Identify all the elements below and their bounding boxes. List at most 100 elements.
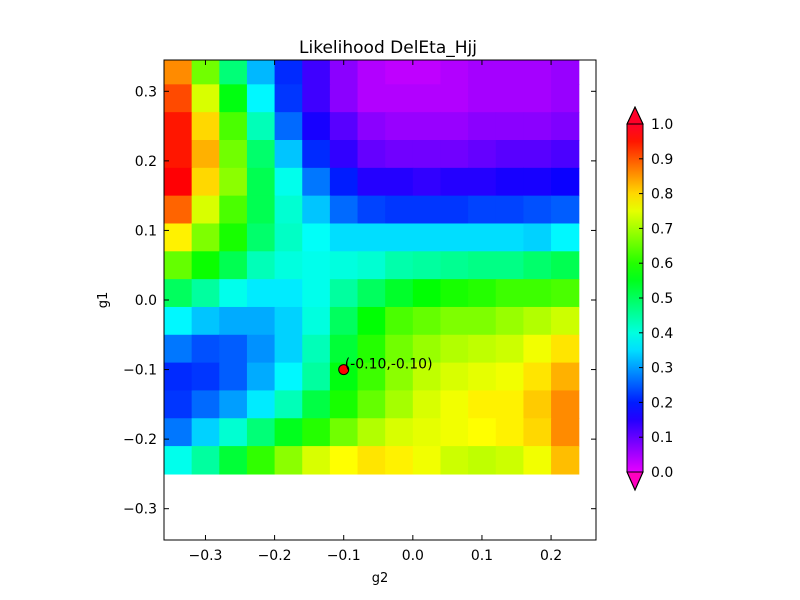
heatmap-cell xyxy=(495,279,525,308)
heatmap-cell xyxy=(551,418,580,447)
heatmap-cell xyxy=(274,112,303,141)
colorbar-tick-label: 0.6 xyxy=(651,256,673,272)
colorbar-tick-label: 0.4 xyxy=(651,326,673,342)
heatmap-cell xyxy=(523,112,552,141)
heatmap-cell xyxy=(385,251,414,280)
heatmap-cell xyxy=(468,84,497,113)
heatmap-cell xyxy=(385,223,414,252)
heatmap-cell xyxy=(412,140,442,169)
heatmap-cell xyxy=(495,306,525,336)
heatmap-cell xyxy=(219,306,248,336)
heatmap-cell xyxy=(164,167,193,197)
heatmap-cell xyxy=(357,251,386,280)
heatmap-cell xyxy=(246,279,276,308)
heatmap-cell xyxy=(246,390,276,419)
heatmap-cell xyxy=(329,195,359,225)
heatmap-cell xyxy=(468,112,497,141)
heatmap-cell xyxy=(274,362,303,392)
colorbar-ticks: 0.0 0.1 0.2 0.3 0.4 0.5 0.6 0.7 0.8 0.9 1.0 xyxy=(639,117,673,481)
heatmap-cell xyxy=(164,279,193,308)
heatmap-cell xyxy=(440,334,469,364)
heatmap-cells xyxy=(164,60,580,475)
heatmap-cell xyxy=(246,306,276,336)
heatmap-cell xyxy=(219,334,248,364)
heatmap-cell xyxy=(440,306,469,336)
heatmap-cell xyxy=(495,446,525,475)
heatmap-cell xyxy=(551,362,580,392)
heatmap-cell xyxy=(385,195,414,225)
heatmap-cell xyxy=(219,84,248,113)
heatmap-cell xyxy=(551,334,580,364)
colorbar-tick-label: 1.0 xyxy=(651,117,673,133)
heatmap-cell xyxy=(191,362,220,392)
best-fit-marker: (-0.10,-0.10) xyxy=(338,357,433,376)
heatmap-cell xyxy=(302,334,331,364)
heatmap-cell xyxy=(440,223,469,252)
heatmap-cell xyxy=(551,223,580,252)
heatmap-cell xyxy=(246,84,276,113)
heatmap-cell xyxy=(440,195,469,225)
heatmap-cell xyxy=(274,140,303,169)
heatmap-cell xyxy=(246,112,276,141)
heatmap-cell xyxy=(495,167,525,197)
x-tick-label: −0.1 xyxy=(327,548,361,564)
heatmap-cell xyxy=(246,140,276,169)
heatmap-cell xyxy=(357,418,386,447)
heatmap-cell xyxy=(219,390,248,419)
heatmap-cell xyxy=(385,418,414,447)
heatmap-cell xyxy=(495,362,525,392)
heatmap-cell xyxy=(523,334,552,364)
heatmap-cell xyxy=(191,390,220,419)
heatmap-cell xyxy=(329,390,359,419)
chart-title: Likelihood DelEta_Hjj xyxy=(299,38,477,58)
heatmap-cell xyxy=(551,84,580,113)
heatmap-cell xyxy=(412,446,442,475)
heatmap-cell xyxy=(495,195,525,225)
heatmap-cell xyxy=(302,140,331,169)
heatmap-cell xyxy=(495,390,525,419)
heatmap-cell xyxy=(302,60,331,85)
heatmap-cell xyxy=(551,140,580,169)
x-tick-label: −0.2 xyxy=(258,548,292,564)
heatmap-cell xyxy=(219,418,248,447)
heatmap-cell xyxy=(274,223,303,252)
heatmap-cell xyxy=(468,306,497,336)
heatmap-cell xyxy=(329,306,359,336)
heatmap-cell xyxy=(274,251,303,280)
heatmap-cell xyxy=(246,251,276,280)
heatmap-cell xyxy=(219,446,248,475)
heatmap-cell xyxy=(302,223,331,252)
heatmap-cell xyxy=(191,223,220,252)
colorbar-tick-label: 0.9 xyxy=(651,152,673,168)
heatmap-cell xyxy=(523,140,552,169)
heatmap-cell xyxy=(412,362,442,392)
heatmap-cell xyxy=(412,84,442,113)
heatmap-cell xyxy=(385,306,414,336)
colorbar-tick-label: 0.0 xyxy=(651,465,673,481)
heatmap-cell xyxy=(495,60,525,85)
heatmap-cell xyxy=(219,251,248,280)
heatmap-cell xyxy=(357,112,386,141)
heatmap-cell xyxy=(495,334,525,364)
heatmap-cell xyxy=(357,446,386,475)
colorbar-tick-label: 0.8 xyxy=(651,187,673,203)
colorbar: 0.0 0.1 0.2 0.3 0.4 0.5 0.6 0.7 0.8 0.9 1.0 xyxy=(626,105,673,492)
heatmap-cell xyxy=(468,279,497,308)
heatmap-cell xyxy=(412,112,442,141)
heatmap-cell xyxy=(329,418,359,447)
heatmap-cell xyxy=(191,446,220,475)
marker-point xyxy=(338,364,350,376)
heatmap-cell xyxy=(523,418,552,447)
heatmap-cell xyxy=(329,167,359,197)
colorbar-tick-label: 0.2 xyxy=(651,395,673,411)
heatmap-cell xyxy=(440,112,469,141)
heatmap-cell xyxy=(191,334,220,364)
heatmap-cell xyxy=(468,390,497,419)
heatmap-cell xyxy=(468,195,497,225)
heatmap-cell xyxy=(523,390,552,419)
colorbar-tick-label: 0.3 xyxy=(651,361,673,377)
heatmap-cell xyxy=(412,334,442,364)
heatmap-cell xyxy=(468,334,497,364)
heatmap-cell xyxy=(191,279,220,308)
